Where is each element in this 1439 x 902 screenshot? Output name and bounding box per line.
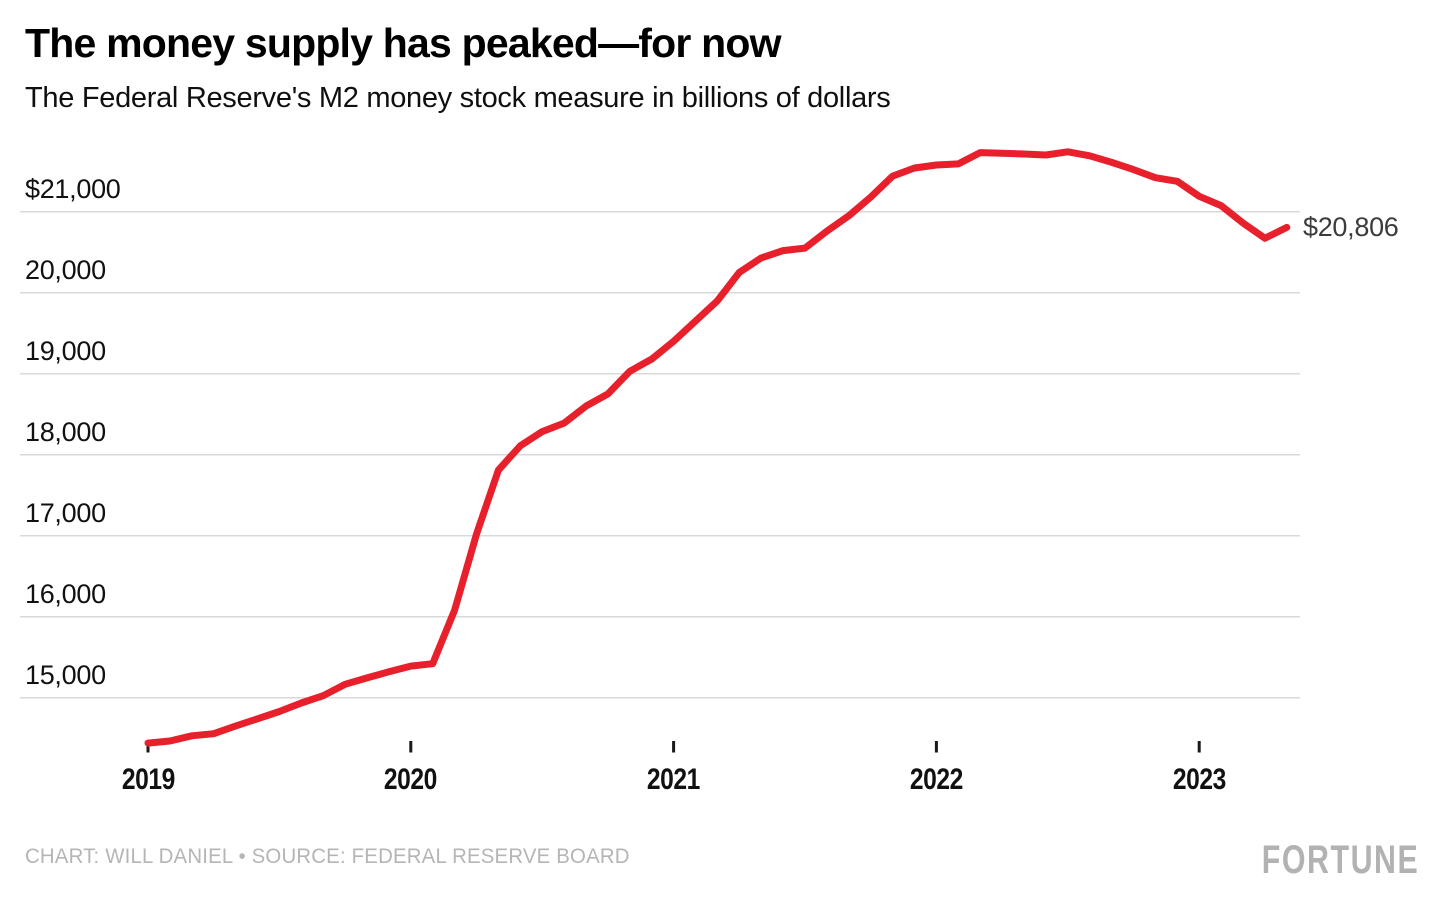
x-axis-label: 2019	[121, 763, 175, 796]
y-axis-label: 15,000	[25, 659, 106, 690]
chart-title: The money supply has peaked—for now	[25, 20, 782, 66]
m2-line-series	[144, 148, 1291, 747]
y-axis-label: 17,000	[25, 497, 106, 528]
y-axis-label: 16,000	[25, 578, 106, 609]
y-axis-label: 19,000	[25, 335, 106, 366]
y-axis-label: 18,000	[25, 416, 106, 447]
x-axis-label: 2021	[647, 763, 701, 796]
chart-subtitle: The Federal Reserve's M2 money stock mea…	[25, 82, 891, 114]
fortune-logo: FORTUNE	[1261, 838, 1419, 882]
chart-credit: CHART: WILL DANIEL • SOURCE: FEDERAL RES…	[25, 845, 630, 868]
line-end-value-label: $20,806	[1303, 212, 1399, 242]
x-axis-label: 2020	[384, 763, 438, 796]
x-axis-label: 2023	[1172, 763, 1227, 796]
x-axis-label: 2022	[909, 763, 964, 796]
y-axis-label: 20,000	[25, 254, 106, 285]
y-axis-label: $21,000	[25, 173, 121, 204]
